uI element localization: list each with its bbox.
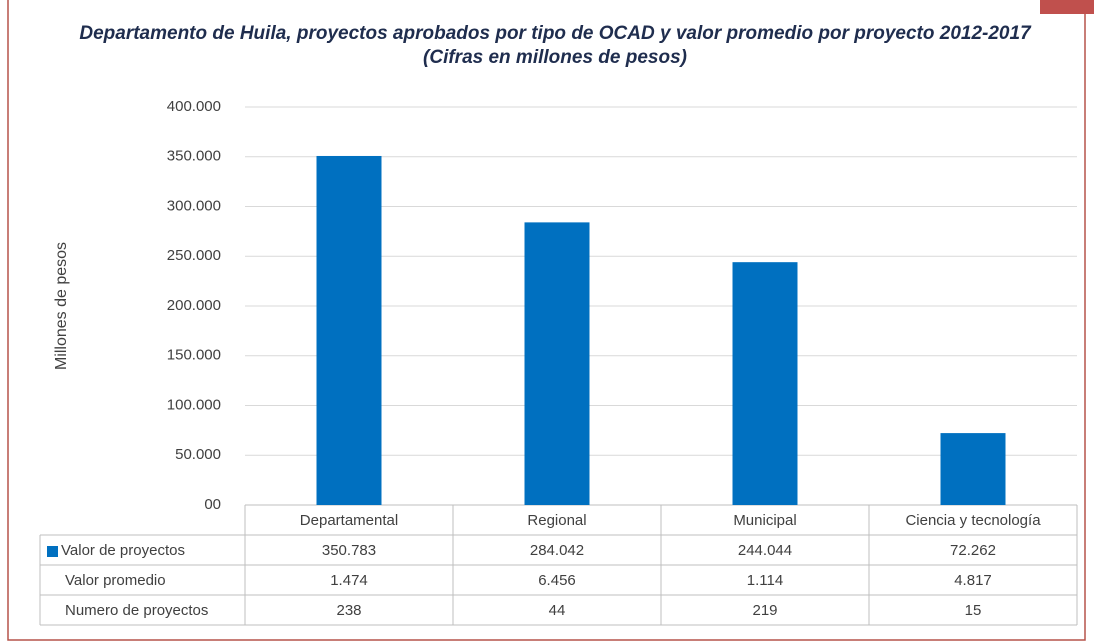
bar (732, 262, 798, 505)
corner-tab (1040, 0, 1094, 14)
table-cell: 6.456 (538, 572, 576, 589)
table-cell: 44 (549, 602, 566, 619)
x-tick-label: Municipal (733, 512, 796, 529)
bar (940, 433, 1006, 505)
table-cell: 1.474 (330, 572, 368, 589)
table-cell: 1.114 (747, 572, 783, 589)
table-cell: 4.817 (954, 572, 992, 589)
bar (316, 155, 382, 505)
y-axis-label: Millones de pesos (53, 242, 70, 370)
row-label: Valor promedio (65, 572, 166, 589)
y-tick-label: 350.000 (167, 148, 221, 165)
table-cell: 219 (752, 602, 777, 619)
y-tick-label: 400.000 (167, 98, 221, 115)
table-cell: 15 (965, 602, 982, 619)
y-tick-label: 100.000 (167, 396, 221, 413)
y-tick-label: 150.000 (167, 347, 221, 364)
bar (524, 222, 590, 505)
frame (7, 0, 1086, 641)
legend-swatch (47, 546, 58, 557)
y-tick-label: 250.000 (167, 247, 221, 264)
table-cell: 284.042 (530, 542, 584, 559)
y-tick-label: 200.000 (167, 297, 221, 314)
table-cell: 238 (336, 602, 361, 619)
table-cell: 350.783 (322, 542, 376, 559)
row-label: Numero de proyectos (65, 602, 208, 619)
x-tick-label: Regional (527, 512, 586, 529)
legend-label: Valor de proyectos (61, 542, 185, 559)
x-tick-label: Departamental (300, 512, 398, 529)
y-tick-label: 50.000 (175, 446, 221, 463)
table-cell: 244.044 (738, 542, 792, 559)
chart-title: Departamento de Huila, proyectos aprobad… (79, 23, 1031, 68)
y-tick-label: 300.000 (167, 197, 221, 214)
y-tick-label: 00 (204, 496, 221, 513)
table-cell: 72.262 (950, 542, 996, 559)
x-tick-label: Ciencia y tecnología (905, 512, 1041, 529)
